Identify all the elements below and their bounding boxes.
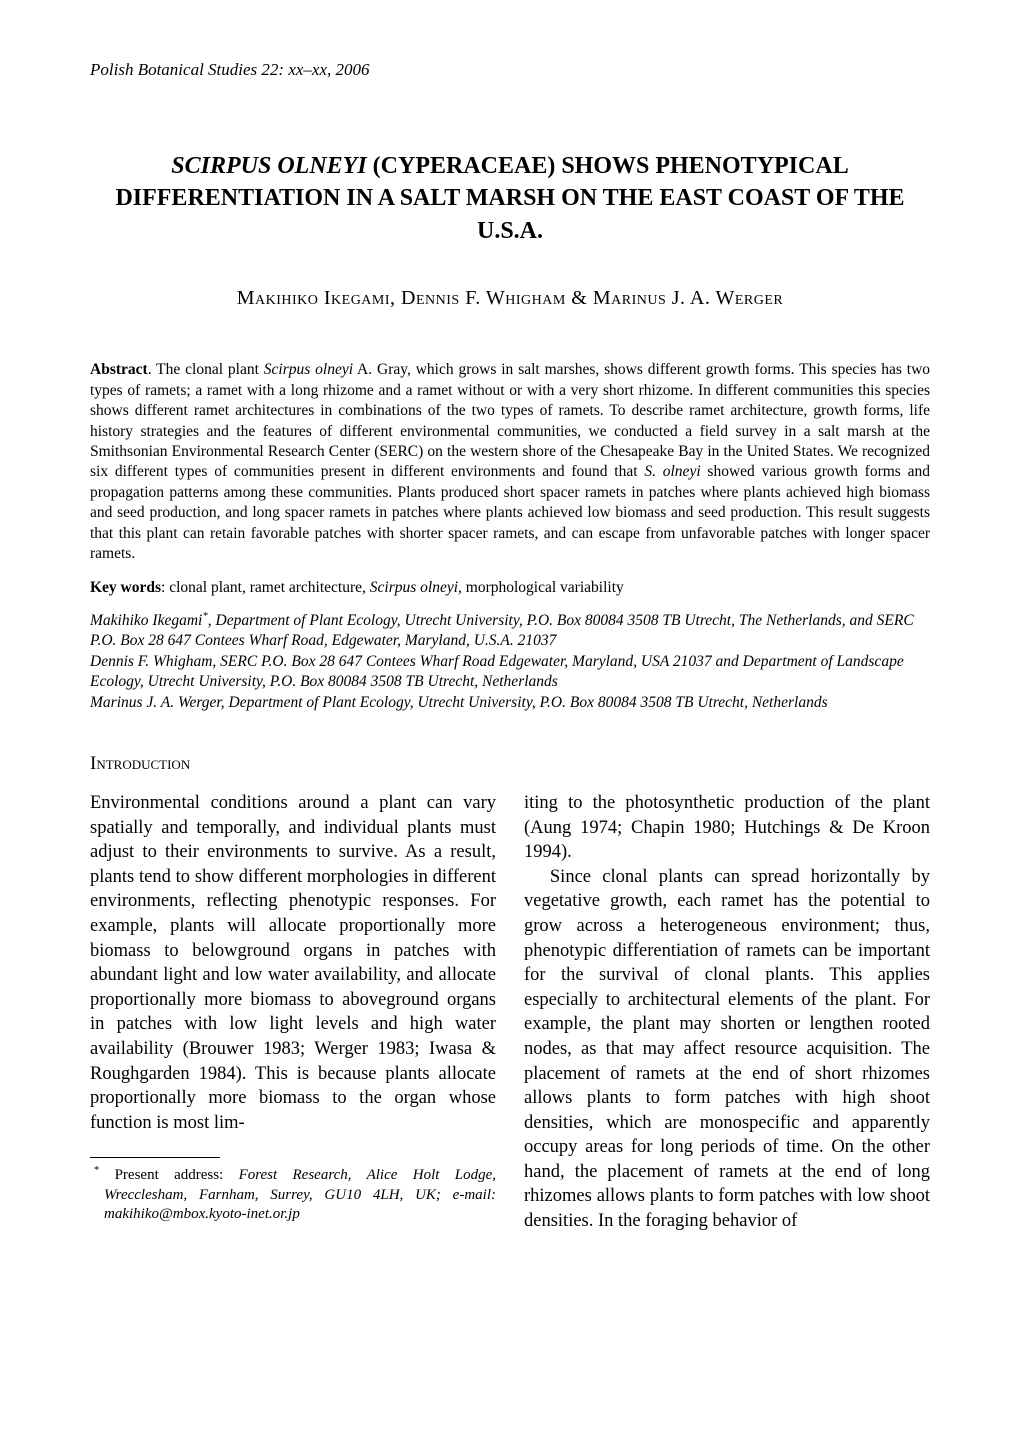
column-left: Environmental conditions around a plant … — [90, 791, 496, 1234]
abstract: Abstract. The clonal plant Scirpus olney… — [90, 360, 930, 565]
title-species: SCIRPUS OLNEYI — [171, 153, 366, 179]
keywords-text-1: : clonal plant, ramet architecture, — [161, 579, 370, 596]
keywords-label: Key words — [90, 579, 161, 596]
affiliation-2: Dennis F. Whigham, SERC P.O. Box 28 647 … — [90, 652, 930, 693]
body-columns: Environmental conditions around a plant … — [90, 791, 930, 1234]
affil-1-name: Makihiko Ikegami — [90, 612, 202, 629]
authors-text: Makihiko Ikegami, Dennis F. Whigham & Ma… — [237, 287, 784, 309]
page: Polish Botanical Studies 22: xx–xx, 2006… — [0, 0, 1020, 1439]
section-heading-introduction: Introduction — [90, 753, 930, 775]
running-header: Polish Botanical Studies 22: xx–xx, 2006 — [90, 60, 930, 80]
affiliation-1: Makihiko Ikegami*, Department of Plant E… — [90, 611, 930, 652]
affiliations: Makihiko Ikegami*, Department of Plant E… — [90, 611, 930, 713]
footnote-rule — [90, 1157, 220, 1158]
authors-line: Makihiko Ikegami, Dennis F. Whigham & Ma… — [90, 287, 930, 310]
affil-3-name: Marinus J. A. Werger — [90, 694, 221, 711]
abstract-label: Abstract — [90, 361, 148, 378]
affil-2-name: Dennis F. Whigham — [90, 653, 212, 670]
affil-2-rest: , SERC P.O. Box 28 647 Contees Wharf Roa… — [90, 653, 904, 690]
abstract-species-1: Scirpus olneyi — [264, 361, 353, 378]
footnote-lead: Present address: — [99, 1167, 238, 1183]
affil-3-rest: , Department of Plant Ecology, Utrecht U… — [221, 694, 828, 711]
keywords-species: Scirpus olneyi, — [370, 579, 462, 596]
abstract-text-1: . The clonal plant — [148, 361, 264, 378]
footnote: * Present address: Forest Research, Alic… — [90, 1166, 496, 1225]
column-right: iting to the photosynthetic production o… — [524, 791, 930, 1234]
col2-paragraph-2: Since clonal plants can spread horizonta… — [524, 865, 930, 1234]
affil-1-rest: , Department of Plant Ecology, Utrecht U… — [90, 612, 914, 649]
keywords-text-2: morphological variability — [462, 579, 624, 596]
col2-paragraph-1: iting to the photosynthetic production o… — [524, 791, 930, 865]
abstract-species-2: S. olneyi — [644, 463, 700, 480]
col1-paragraph-1: Environmental conditions around a plant … — [90, 791, 496, 1135]
keywords: Key words: clonal plant, ramet architect… — [90, 579, 930, 597]
article-title: SCIRPUS OLNEYI (CYPERACEAE) SHOWS PHENOT… — [100, 150, 920, 247]
affiliation-3: Marinus J. A. Werger, Department of Plan… — [90, 693, 930, 713]
